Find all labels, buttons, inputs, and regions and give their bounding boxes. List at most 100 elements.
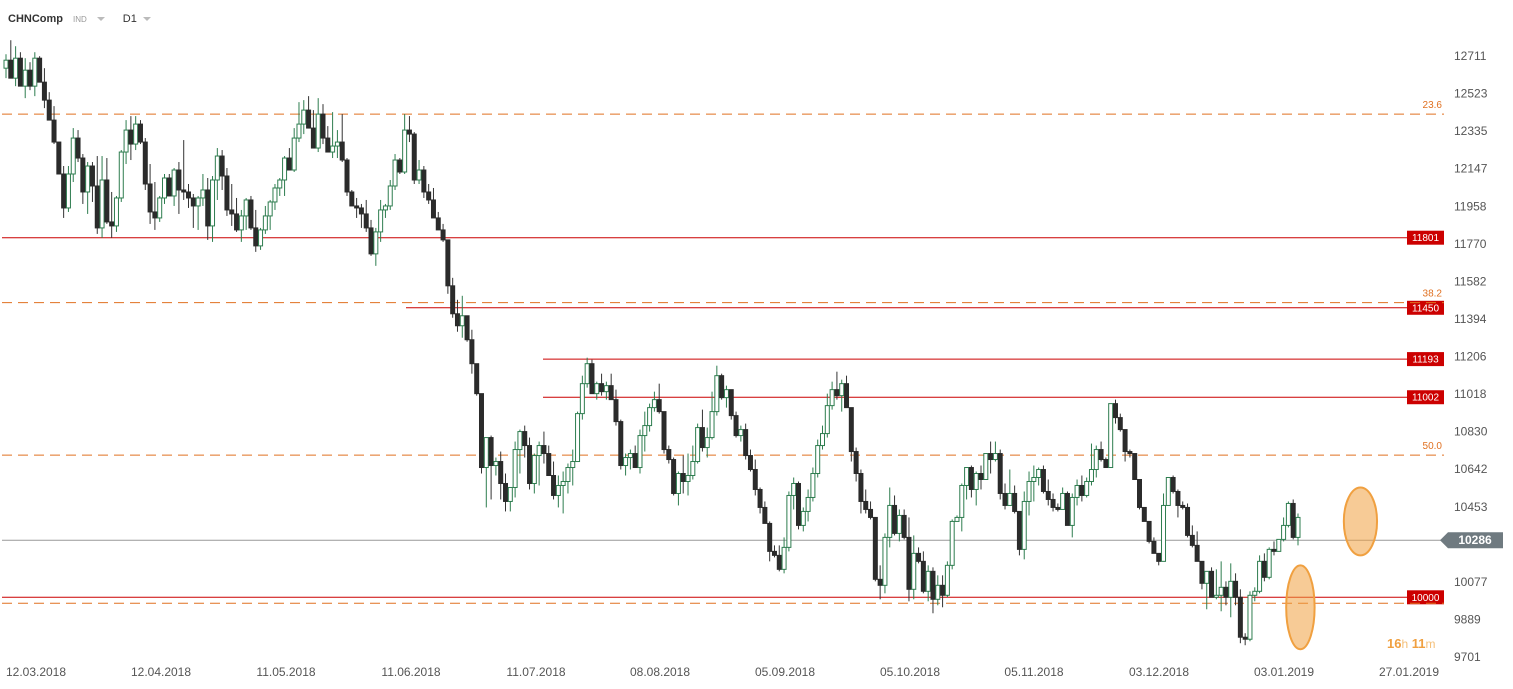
bearish-candle <box>1137 478 1143 508</box>
fibonacci-label: 38.2 <box>1423 289 1443 300</box>
timeframe-dropdown-icon[interactable] <box>142 17 151 21</box>
bearish-candle <box>8 59 14 79</box>
bearish-candle <box>1242 636 1248 640</box>
bullish-candle <box>214 155 220 181</box>
bearish-candle <box>546 453 552 477</box>
bearish-candle <box>1079 484 1085 496</box>
bullish-candle <box>959 484 965 518</box>
bearish-candle <box>397 159 403 173</box>
bullish-candle <box>565 467 571 482</box>
bearish-candle <box>728 389 734 417</box>
y-axis-tick-label: 12147 <box>1454 162 1488 176</box>
bullish-candle <box>584 363 590 385</box>
bearish-candle <box>56 141 62 175</box>
timeframe-selector[interactable]: D1 <box>122 13 137 25</box>
bearish-candle <box>863 500 869 510</box>
bearish-candle <box>80 157 86 193</box>
bullish-candle <box>1285 502 1291 526</box>
bullish-candle <box>3 59 9 69</box>
bearish-candle <box>224 175 230 211</box>
y-axis-tick-label: 11206 <box>1454 350 1487 364</box>
bearish-candle <box>1170 476 1176 492</box>
bearish-candle <box>632 453 638 469</box>
bullish-candle <box>301 109 307 125</box>
bearish-candle <box>1233 580 1239 598</box>
bullish-candle <box>258 229 264 247</box>
bullish-candle <box>517 431 523 451</box>
bullish-candle <box>330 145 336 153</box>
bullish-candle <box>85 165 91 193</box>
chart-toolbar: CHNComp IND D1 <box>8 10 169 28</box>
bullish-candle <box>964 467 970 486</box>
bearish-candle <box>176 169 182 191</box>
bearish-candle <box>186 191 192 199</box>
bearish-candle <box>1199 560 1205 584</box>
bearish-candle <box>426 191 432 201</box>
bearish-candle <box>940 584 946 596</box>
bearish-candle <box>1040 469 1046 492</box>
bullish-candle <box>272 187 278 203</box>
level-price-label: 11193 <box>1412 355 1439 366</box>
x-axis-tick-label: 12.04.2018 <box>131 665 191 679</box>
bullish-candle <box>402 129 408 173</box>
bearish-candle <box>430 199 436 219</box>
bearish-candle <box>464 315 470 341</box>
bullish-candle <box>555 484 561 496</box>
bullish-candle <box>1281 524 1287 540</box>
bullish-candle <box>623 457 629 467</box>
bearish-candle <box>1002 492 1008 506</box>
x-axis-tick-label: 27.01.2019 <box>1379 665 1439 679</box>
bearish-candle <box>666 449 672 461</box>
bearish-candle <box>661 411 667 451</box>
bearish-candle <box>89 165 95 187</box>
bullish-candle <box>815 445 821 475</box>
bullish-candle <box>171 169 177 197</box>
y-axis-tick-label: 10830 <box>1454 425 1488 439</box>
bearish-candle <box>181 189 187 193</box>
bullish-candle <box>882 536 888 586</box>
bullish-candle <box>709 411 715 439</box>
bearish-candle <box>61 173 67 209</box>
bearish-candle <box>920 560 926 592</box>
bearish-candle <box>853 451 859 475</box>
bearish-candle <box>454 313 460 327</box>
instrument-dropdown-icon[interactable] <box>96 17 105 21</box>
y-axis-tick-label: 12335 <box>1454 124 1488 138</box>
highlight-ellipse <box>1342 486 1379 557</box>
bullish-candle <box>118 151 124 199</box>
x-axis-tick-label: 11.06.2018 <box>381 665 440 679</box>
bearish-candle <box>41 81 47 101</box>
bullish-candle <box>392 159 398 187</box>
bearish-candle <box>930 570 936 600</box>
level-price-label: 11002 <box>1412 393 1440 404</box>
bearish-candle <box>1151 540 1157 554</box>
bearish-candle <box>771 550 777 556</box>
bearish-candle <box>872 516 878 580</box>
instrument-type-tag: IND <box>73 14 87 24</box>
bearish-candle <box>229 209 235 215</box>
bearish-candle <box>527 445 533 484</box>
bullish-candle <box>647 407 653 427</box>
y-axis-tick-label: 11582 <box>1454 274 1487 288</box>
bearish-candle <box>613 399 619 423</box>
bullish-candle <box>695 427 701 463</box>
bearish-candle <box>248 199 254 229</box>
bullish-candle <box>195 197 201 207</box>
bullish-candle <box>791 482 797 496</box>
bullish-candle <box>1247 594 1253 640</box>
bearish-candle <box>137 123 143 143</box>
bullish-candle <box>800 510 806 526</box>
bullish-candle <box>315 113 321 149</box>
bullish-candle <box>291 137 297 171</box>
bearish-candle <box>1146 520 1152 542</box>
bullish-candle <box>579 383 585 415</box>
level-price-tag <box>1407 590 1444 605</box>
bullish-candle <box>651 399 657 409</box>
bullish-candle <box>387 185 393 207</box>
instrument-symbol[interactable]: CHNComp <box>8 13 63 25</box>
level-price-tag <box>1407 352 1444 367</box>
x-axis-tick-label: 05.11.2018 <box>1004 665 1063 679</box>
current-price-label: 10286 <box>1458 533 1492 547</box>
bearish-candle <box>253 227 259 247</box>
